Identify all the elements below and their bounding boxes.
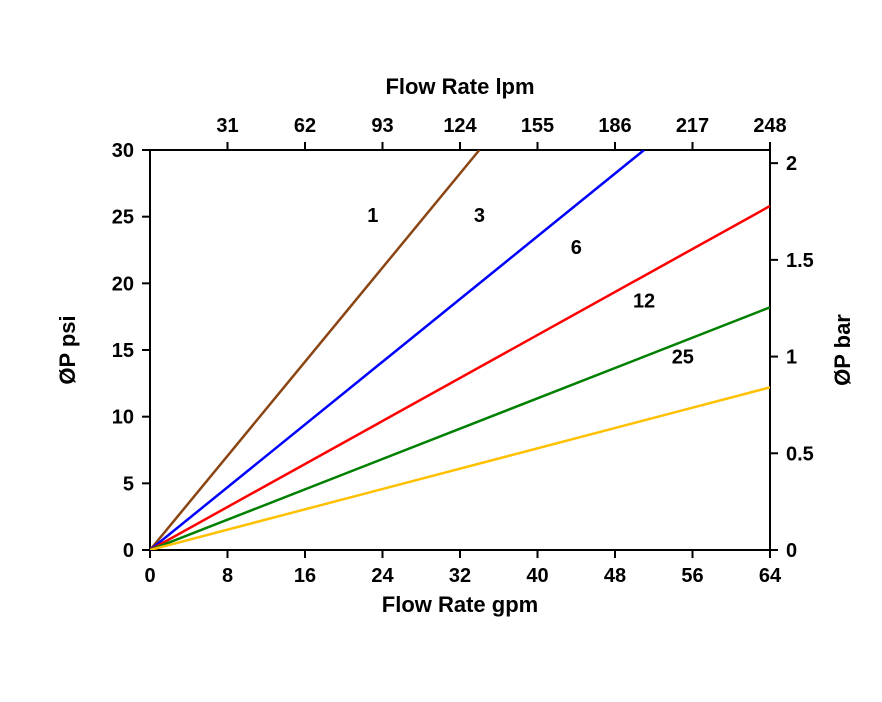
series-label-3: 3	[474, 205, 485, 227]
x-top-tick-label: 124	[443, 115, 477, 137]
x-top-tick-label: 217	[676, 115, 709, 137]
x-bottom-tick-label: 32	[449, 565, 471, 587]
y-right-tick-label: 1	[786, 347, 797, 369]
y-left-tick-label: 15	[112, 340, 134, 362]
x-bottom-tick-label: 24	[371, 565, 394, 587]
series-line-3	[150, 150, 644, 550]
x-top-title: Flow Rate lpm	[385, 74, 534, 99]
pressure-flow-chart: 0816243240485664Flow Rate gpm31629312415…	[0, 0, 882, 702]
x-top-tick-label: 186	[598, 115, 631, 137]
x-top-tick-label: 248	[753, 115, 786, 137]
series-line-1	[150, 150, 479, 550]
x-top-tick-label: 93	[371, 115, 393, 137]
y-right-tick-label: 0	[786, 540, 797, 562]
x-bottom-title: Flow Rate gpm	[382, 592, 538, 617]
x-top-tick-label: 62	[294, 115, 316, 137]
series-label-6: 6	[571, 237, 582, 259]
y-left-tick-label: 10	[112, 407, 134, 429]
series-label-1: 1	[367, 205, 378, 227]
x-bottom-tick-label: 8	[222, 565, 233, 587]
series-line-6	[150, 206, 770, 550]
y-left-tick-label: 25	[112, 207, 134, 229]
y-left-tick-label: 20	[112, 273, 134, 295]
y-left-tick-label: 30	[112, 140, 134, 162]
series-line-25	[150, 387, 770, 550]
x-bottom-tick-label: 48	[604, 565, 626, 587]
y-left-tick-label: 0	[123, 540, 134, 562]
x-bottom-tick-label: 16	[294, 565, 316, 587]
series-label-25: 25	[672, 346, 694, 368]
series-line-12	[150, 307, 770, 550]
x-bottom-tick-label: 56	[681, 565, 703, 587]
y-right-tick-label: 2	[786, 153, 797, 175]
y-right-title: ØP bar	[830, 314, 855, 386]
x-bottom-tick-label: 40	[526, 565, 548, 587]
y-right-tick-label: 1.5	[786, 250, 814, 272]
series-label-12: 12	[633, 290, 655, 312]
x-top-tick-label: 155	[521, 115, 554, 137]
x-bottom-tick-label: 0	[144, 565, 155, 587]
y-right-tick-label: 0.5	[786, 443, 814, 465]
x-top-tick-label: 31	[216, 115, 238, 137]
x-bottom-tick-label: 64	[759, 565, 782, 587]
y-left-tick-label: 5	[123, 473, 134, 495]
y-left-title: ØP psi	[55, 315, 80, 384]
